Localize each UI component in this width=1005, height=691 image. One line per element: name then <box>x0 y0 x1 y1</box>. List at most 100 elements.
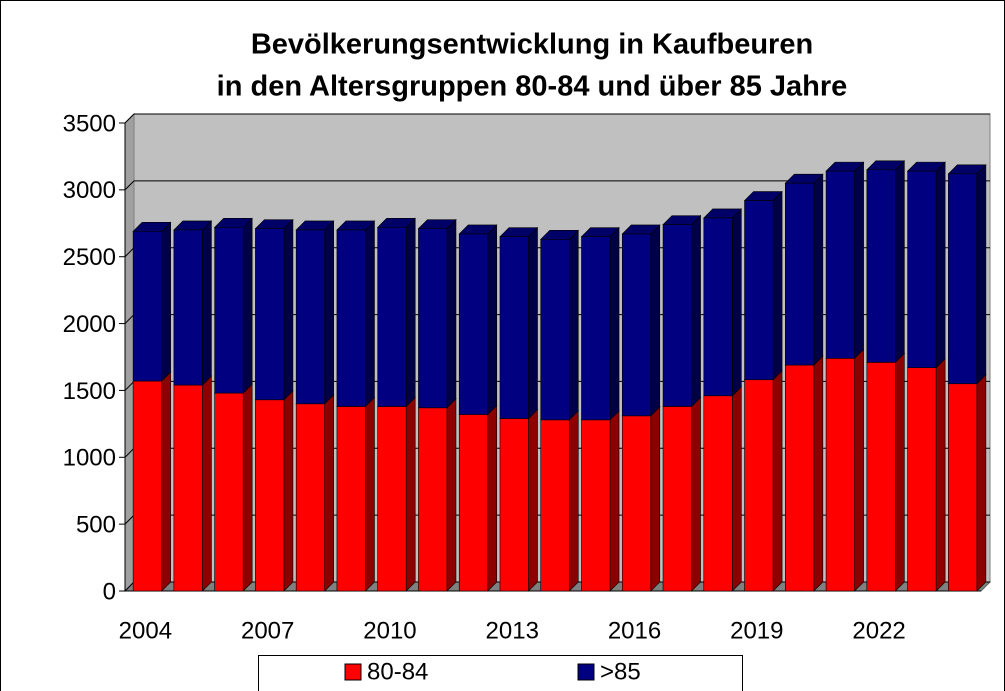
bar <box>295 403 325 592</box>
chart-title: Bevölkerungsentwicklung in Kaufbeuren <box>251 29 813 61</box>
bar-side <box>772 190 783 381</box>
y-tick-label: 3500 <box>63 110 116 137</box>
bar-side <box>487 224 498 416</box>
bar-side <box>976 374 987 592</box>
bar-side <box>202 220 212 386</box>
bar-side <box>405 217 416 408</box>
bar-side <box>895 352 905 592</box>
bar <box>744 379 774 592</box>
grid-line <box>124 180 135 191</box>
bar <box>948 173 978 385</box>
bar <box>540 239 570 421</box>
grid-line <box>124 113 135 124</box>
x-tick-label: 2019 <box>730 617 783 644</box>
bar-side <box>813 355 824 592</box>
bar <box>581 236 611 421</box>
bar-side <box>283 218 294 401</box>
bar <box>785 364 815 592</box>
bar-side <box>732 208 742 397</box>
x-tick-label: 2013 <box>486 617 539 644</box>
bar <box>458 414 489 592</box>
x-tick-label: 2007 <box>241 617 294 644</box>
bar-side <box>487 404 498 592</box>
bar-side <box>528 408 538 592</box>
bar-side <box>976 164 987 385</box>
grid-line <box>124 447 135 458</box>
y-tick-label: 1500 <box>63 378 116 405</box>
y-tick-label: 2500 <box>63 244 116 271</box>
bar-side <box>935 161 946 369</box>
bar <box>214 392 244 592</box>
bar <box>744 200 774 381</box>
bar-side <box>161 371 171 592</box>
bar <box>255 228 285 401</box>
y-tick-label: 1000 <box>63 445 116 472</box>
bar-side <box>568 410 579 592</box>
bar-side <box>202 375 212 592</box>
bar <box>173 229 203 386</box>
bar <box>336 229 366 407</box>
bar-side <box>405 396 416 592</box>
legend-swatch <box>344 663 362 681</box>
bar-side <box>324 220 334 405</box>
bar <box>621 233 652 417</box>
bar <box>621 415 652 592</box>
bar <box>662 406 692 592</box>
bar <box>499 236 529 419</box>
bar-side <box>895 160 905 364</box>
bar-side <box>854 161 864 360</box>
grid-line <box>124 514 135 525</box>
y-tick-label: 500 <box>76 511 116 538</box>
bar <box>132 231 162 382</box>
bar <box>458 233 489 415</box>
bar-side <box>446 398 457 592</box>
bar-side <box>324 394 334 592</box>
bar-side <box>365 220 375 408</box>
bar-side <box>568 229 579 421</box>
bar-side <box>772 370 783 592</box>
bar <box>173 384 203 592</box>
bar <box>703 395 733 592</box>
bar <box>907 367 937 592</box>
bar <box>132 380 162 592</box>
grid-line <box>124 314 135 324</box>
bar <box>499 418 529 592</box>
bar-side <box>242 217 253 394</box>
bar-side <box>813 173 824 366</box>
bar <box>948 383 978 592</box>
bar <box>255 399 285 592</box>
bar <box>866 362 896 592</box>
legend <box>258 655 743 691</box>
bar-side <box>732 386 742 592</box>
bar <box>581 419 611 592</box>
chart-title: in den Altersgruppen 80-84 und über 85 J… <box>217 71 848 103</box>
bar-side <box>365 396 375 592</box>
grid-line <box>124 247 135 258</box>
y-tick-label: 2000 <box>63 311 116 338</box>
legend-label: >85 <box>600 658 641 685</box>
x-tick-label: 2022 <box>852 617 905 644</box>
bar <box>295 229 325 405</box>
bar <box>907 170 937 368</box>
bar-side <box>935 357 946 592</box>
bar-side <box>691 396 701 592</box>
bar <box>662 224 692 407</box>
bar-side <box>609 410 620 592</box>
bar <box>825 170 855 359</box>
legend-swatch <box>577 663 595 681</box>
x-tick-label: 2004 <box>119 617 172 644</box>
bar-side <box>242 383 253 592</box>
bar-side <box>283 390 294 592</box>
bar-side <box>609 226 620 421</box>
y-tick-label: 3000 <box>63 177 116 204</box>
grid-line <box>124 581 135 592</box>
grid-line <box>124 381 135 391</box>
bar <box>418 407 448 592</box>
bar <box>785 182 815 366</box>
bar <box>540 419 570 592</box>
legend-label: 80-84 <box>367 658 428 685</box>
bar-side <box>854 348 864 592</box>
bar <box>214 226 244 394</box>
bar <box>703 217 733 397</box>
bar <box>866 169 896 363</box>
